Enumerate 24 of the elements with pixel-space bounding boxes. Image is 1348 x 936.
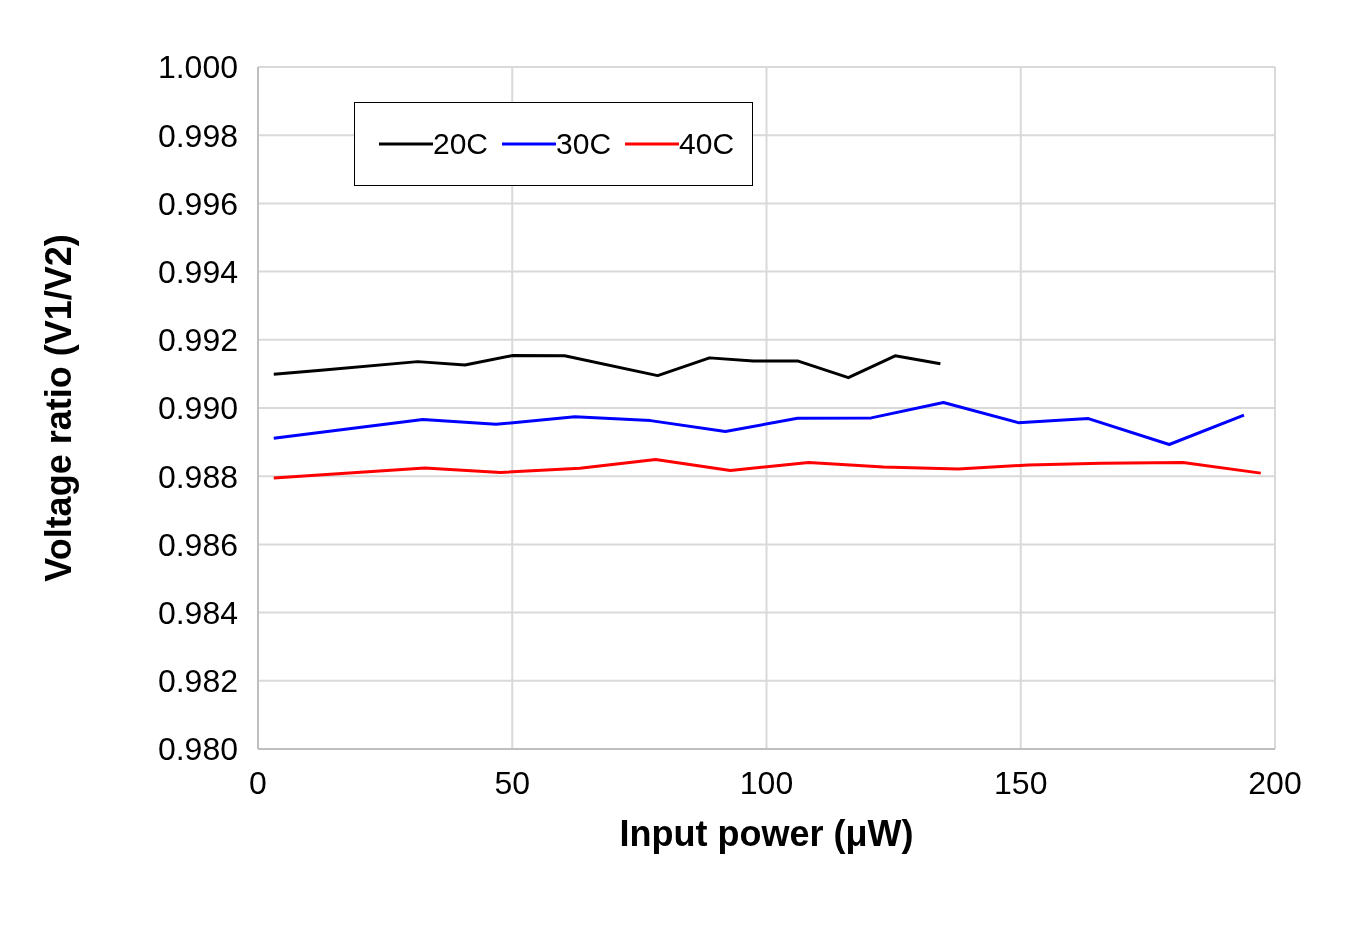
y-tick-label: 0.990 xyxy=(157,390,238,427)
x-axis-title: Input power (μW) xyxy=(619,813,914,854)
line-series xyxy=(272,353,942,380)
y-tick-label: 0.996 xyxy=(157,185,238,222)
y-tick-label: 0.986 xyxy=(157,526,238,563)
x-tick-label: 100 xyxy=(739,764,794,801)
x-tick-label: 150 xyxy=(994,764,1048,801)
legend-label: 40C xyxy=(679,127,735,161)
x-tick-label: 200 xyxy=(1248,764,1302,801)
y-tick-label: 0.980 xyxy=(157,731,238,768)
y-tick-label: 0.984 xyxy=(157,594,238,631)
legend-label: 20C xyxy=(433,127,489,161)
x-tick-label: 0 xyxy=(249,764,267,801)
y-axis-title: Voltage ratio (V1/V2) xyxy=(37,234,79,582)
line-series xyxy=(272,401,1246,446)
legend-label: 30C xyxy=(556,127,612,161)
y-tick-label: 0.994 xyxy=(157,253,238,290)
y-tick-label: 0.992 xyxy=(157,322,238,359)
y-tick-label: 1.000 xyxy=(157,49,238,86)
y-tick-label: 0.988 xyxy=(157,458,238,495)
y-tick-label: 0.982 xyxy=(157,663,238,700)
y-tick-label: 0.998 xyxy=(157,117,238,154)
line-series xyxy=(272,457,1263,480)
x-tick-label: 50 xyxy=(494,764,531,801)
